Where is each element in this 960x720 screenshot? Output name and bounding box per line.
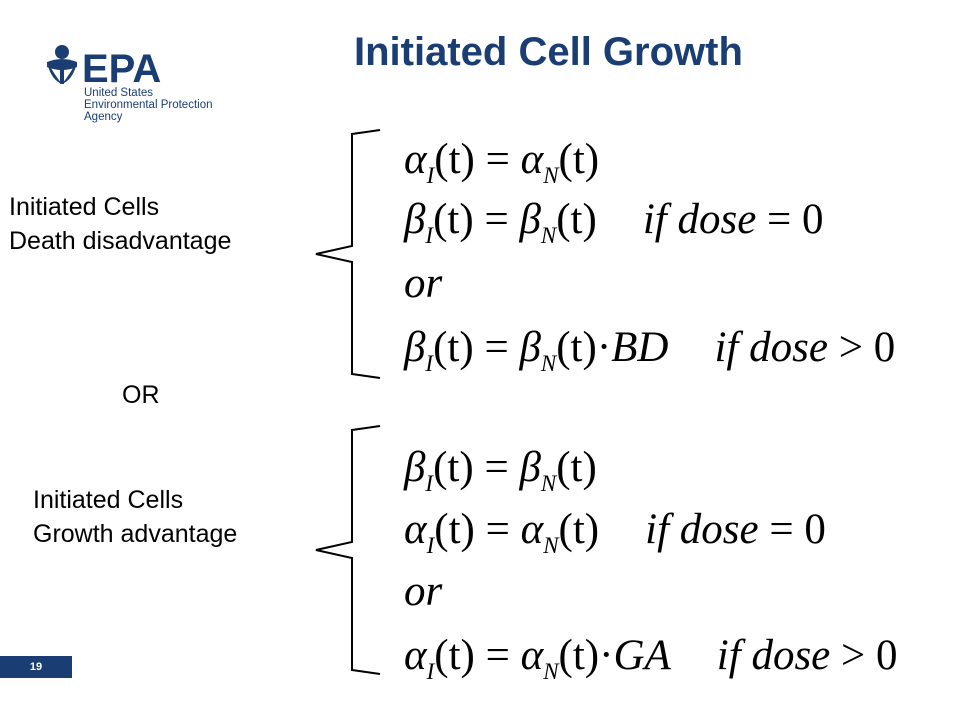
bottom-curly-brace-icon [315,425,381,675]
equation-top-1: αI(t) = αN(t) [404,136,600,188]
epa-flower-icon [47,45,77,84]
equation-bottom-3: αI(t) = αN(t)·GA if dose > 0 [404,632,898,684]
epa-logo: EPA United States Environmental Protecti… [44,44,244,124]
or-separator: OR [122,381,160,409]
logo-line-2: Environmental Protection [84,99,212,111]
bottom-section-label: Initiated Cells Growth advantage [33,483,237,551]
bottom-label-line-2: Growth advantage [33,520,238,548]
equation-top-3: βI(t) = βN(t)·BD if dose > 0 [404,324,896,376]
top-section-label: Initiated Cells Death disadvantage [9,190,231,258]
epa-logo-mark: EPA [82,47,161,91]
slide-number: 19 [0,656,72,678]
bottom-label-line-1: Initiated Cells [33,486,184,514]
logo-line-1: United States [84,87,153,99]
equation-top-or: or [404,260,443,307]
equation-bottom-1: βI(t) = βN(t) [404,444,597,496]
equation-bottom-or: or [404,568,443,615]
top-label-line-1: Initiated Cells [9,193,160,221]
top-curly-brace-icon [315,129,381,379]
equation-bottom-2: αI(t) = αN(t) if dose = 0 [404,506,826,558]
slide-title: Initiated Cell Growth [354,30,743,74]
equation-top-2: βI(t) = βN(t) if dose = 0 [404,196,824,248]
logo-line-3: Agency [84,111,123,123]
epa-logo-graphic: EPA United States Environmental Protecti… [47,45,212,123]
top-label-line-2: Death disadvantage [9,227,232,255]
